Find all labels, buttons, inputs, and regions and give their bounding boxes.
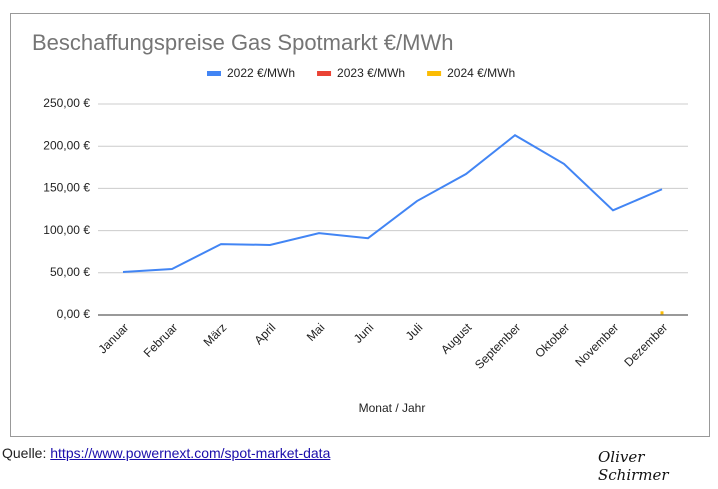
legend-label: 2024 €/MWh bbox=[447, 66, 515, 80]
series-line bbox=[122, 134, 663, 273]
y-tick-label: 100,00 € bbox=[43, 223, 90, 237]
y-tick-label: 50,00 € bbox=[50, 265, 90, 279]
y-tick-label: 150,00 € bbox=[43, 181, 90, 195]
chart-title: Beschaffungspreise Gas Spotmarkt €/MWh bbox=[32, 30, 453, 55]
legend-swatch bbox=[427, 71, 442, 76]
y-tick-label: 250,00 € bbox=[43, 96, 90, 110]
chart: Beschaffungspreise Gas Spotmarkt €/MWh M… bbox=[10, 13, 710, 437]
legend-label: 2022 €/MWh bbox=[227, 66, 295, 80]
source-label: Quelle: bbox=[2, 445, 47, 461]
source-link[interactable]: https://www.powernext.com/spot-market-da… bbox=[50, 445, 331, 461]
source: Quelle: https://www.powernext.com/spot-m… bbox=[2, 445, 330, 461]
legend-swatch bbox=[207, 71, 221, 76]
x-axis-label: Monat / Jahr bbox=[359, 401, 426, 415]
y-tick-label: 200,00 € bbox=[43, 138, 90, 152]
chart-frame bbox=[10, 13, 710, 437]
legend-swatch bbox=[317, 71, 332, 76]
legend-label: 2023 €/MWh bbox=[337, 66, 405, 80]
y-tick-label: 0,00 € bbox=[57, 307, 91, 321]
signature: Oliver Schirmer bbox=[598, 448, 669, 484]
